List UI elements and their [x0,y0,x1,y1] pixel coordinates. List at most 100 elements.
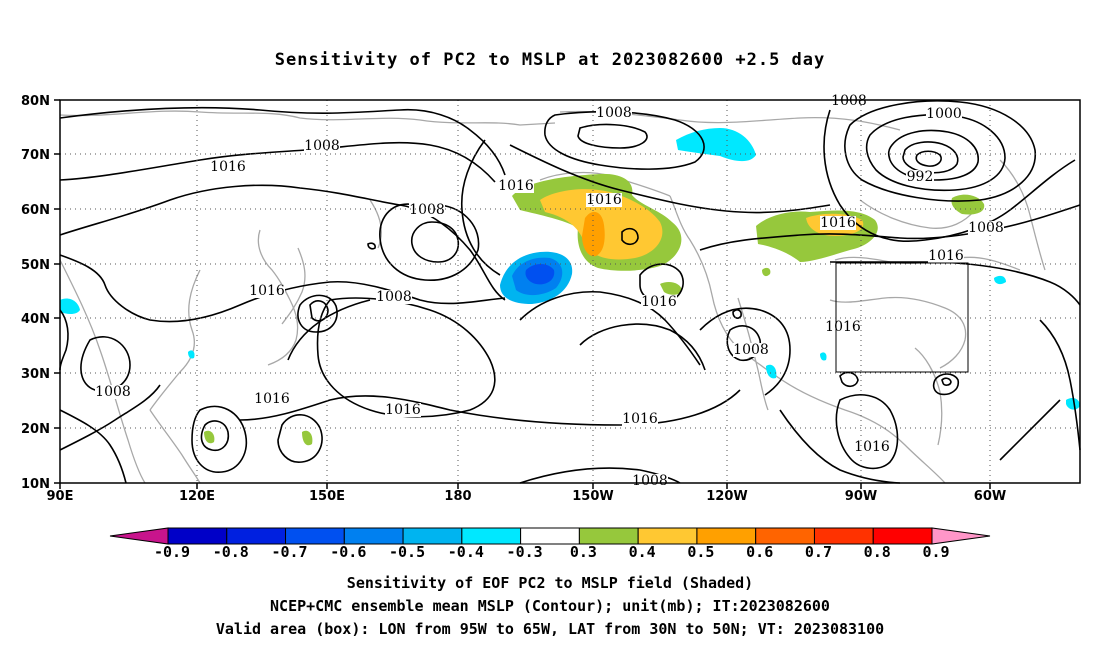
contour-label: 1016 [854,439,890,455]
caption-line-3: Valid area (box): LON from 95W to 65W, L… [215,620,885,638]
lon-label: 120W [706,489,747,504]
mslp-contours [59,100,1081,484]
lat-label: 80N [21,94,50,109]
lon-label: 180 [444,489,471,504]
colorbar-label: -0.9 [154,543,190,561]
colorbar-label: 0.6 [746,543,773,561]
contour-label: 1008 [968,220,1004,236]
lat-label: 40N [21,312,50,327]
shade-patch-green [660,282,682,295]
contour-label: 1016 [249,283,285,299]
colorbar-swatch [402,527,463,545]
contour-label-bg [632,474,668,488]
lat-label: 30N [21,367,50,382]
colorbar-swatch [755,527,815,545]
contour-label-bg [906,170,934,184]
colorbar-swatch [696,527,757,545]
contour-label-bg [733,343,769,357]
lon-label: 120E [179,489,215,504]
colorbar-swatch [520,527,580,545]
shade-patch-cyan [1066,398,1080,410]
colorbar-swatch [226,527,287,545]
contour-label-bg [968,221,1004,235]
shade-patch-green [302,430,313,446]
lon-label: 60W [974,489,1006,504]
colorbar-label: 0.5 [687,543,714,561]
contour-label-bg [820,216,856,230]
colorbar-swatch [461,527,522,545]
contour-label: 1016 [641,294,677,310]
colorbar-label: 0.3 [570,543,597,561]
contour-label-bg [641,295,677,309]
lat-labels: 80N 70N 60N 50N 40N 30N 20N 10N [21,94,50,492]
shade-patch-cyan [820,352,827,361]
lat-label: 70N [21,148,50,163]
contour-label: 1016 [622,411,658,427]
lat-label: 10N [21,477,50,492]
shade-patch-cyan [188,350,195,359]
contour-label-bg [586,193,622,207]
contour-label-bg [385,403,421,417]
contour-label-bg [249,284,285,298]
lon-label: 150E [309,489,345,504]
colorbar-label: -0.5 [389,543,425,561]
lon-label: 150W [572,489,613,504]
lon-labels: 90E 120E 150E 180 150W 120W 90W 60W [47,489,1007,504]
lat-label: 60N [21,203,50,218]
colorbar-over-triangle [931,527,991,545]
contour-label: 1016 [210,159,246,175]
colorbar: -0.9 -0.8 -0.7 -0.6 -0.5 -0.4 -0.3 0.3 0.4 0.5 0.6… [109,527,991,561]
colorbar-swatch [637,527,698,545]
map-title: Sensitivity of PC2 to MSLP at 2023082600… [274,50,826,70]
colorbar-swatch [167,527,228,545]
colorbar-swatch [285,527,345,545]
contour-label: 1008 [304,138,340,154]
colorbar-label: 0.8 [864,543,891,561]
colorbar-under-triangle [109,527,169,545]
colorbar-swatch [813,527,874,545]
colorbar-label: 0.7 [805,543,832,561]
colorbar-label: -0.3 [507,543,543,561]
shade-patch-darkblue [525,264,555,285]
colorbar-label: -0.6 [330,543,366,561]
contour-label-bg [376,290,412,304]
shade-patch-cyan [766,364,777,379]
contour-label-bg [831,94,867,108]
contour-label: 992 [907,169,934,185]
colorbar-swatch [578,527,639,545]
colorbar-swatch [872,527,933,545]
colorbar-label: -0.8 [213,543,249,561]
contour-label: 1008 [632,473,668,489]
contour-label-bg [95,385,131,399]
axis-ticks [54,99,991,489]
contour-label-bg [254,392,290,406]
caption-line-2: NCEP+CMC ensemble mean MSLP (Contour); u… [270,597,830,615]
contour-label-bg [926,107,962,121]
contour-label-bg [409,203,445,217]
contour-label: 1008 [409,202,445,218]
contour-label-bg [928,249,964,263]
lat-label: 20N [21,422,50,437]
shade-patch-cyan [60,298,80,314]
map-frame [59,99,1081,484]
contour-label: 1016 [825,319,861,335]
contour-label-bg [825,320,861,334]
shade-patch-cyan [676,128,756,162]
colorbar-label: -0.7 [271,543,307,561]
contour-label-bg [498,179,534,193]
contour-label-bg [304,139,340,153]
contour-label: 1016 [928,248,964,264]
contour-label: 1000 [926,106,962,122]
graticule [60,100,1080,483]
contour-label-bg [210,160,246,174]
lat-label: 50N [21,258,50,273]
lon-label: 90W [845,489,877,504]
colorbar-swatch [343,527,404,545]
contour-label: 1016 [498,178,534,194]
contour-label: 1008 [596,105,632,121]
shade-patch-cyan [994,275,1006,285]
shade-patch-green [762,267,771,277]
contour-label: 1016 [385,402,421,418]
